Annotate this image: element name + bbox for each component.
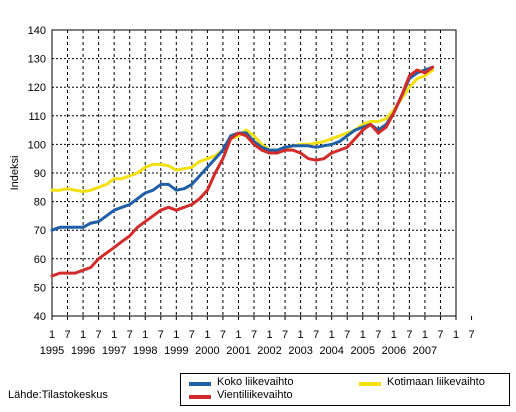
y-tick-label: 130 (28, 54, 46, 66)
x-tick-month-label: 1 (49, 329, 55, 341)
x-tick-year-label: 2006 (382, 345, 406, 357)
x-tick-month-label: 1 (173, 329, 179, 341)
x-tick-year-label: 1999 (164, 345, 188, 357)
y-tick-label: 70 (34, 225, 46, 237)
x-tick-year-label: 1996 (71, 345, 95, 357)
x-tick-month-label: 7 (189, 329, 195, 341)
x-tick-month-label: 1 (266, 329, 272, 341)
x-tick-month-label: 7 (437, 329, 443, 341)
x-tick-month-label: 7 (64, 329, 70, 341)
x-tick-month-label: 7 (375, 329, 381, 341)
y-tick-label: 90 (34, 168, 46, 180)
x-tick-year-label: 2000 (195, 345, 219, 357)
y-tick-label: 40 (34, 311, 46, 323)
legend-label-koko: Koko liikevaihto (217, 376, 294, 388)
x-tick-month-label: 7 (96, 329, 102, 341)
x-tick-month-label: 7 (468, 329, 474, 341)
y-axis-label: Indeksi (9, 156, 21, 191)
x-tick-year-label: 2007 (413, 345, 437, 357)
x-tick-month-label: 1 (298, 329, 304, 341)
x-tick-year-label: 2005 (351, 345, 375, 357)
x-tick-year-label: 1998 (133, 345, 157, 357)
legend-label-kotimaan: Kotimaan liikevaihto (387, 376, 485, 388)
x-tick-month-label: 7 (220, 329, 226, 341)
x-tick-year-label: 2003 (288, 345, 312, 357)
x-tick-month-label: 7 (158, 329, 164, 341)
x-tick-year-label: 2004 (319, 345, 343, 357)
x-tick-month-label: 7 (127, 329, 133, 341)
x-tick-month-label: 7 (313, 329, 319, 341)
x-tick-year-label: 2001 (226, 345, 250, 357)
x-tick-year-label: 2002 (257, 345, 281, 357)
x-tick-month-label: 1 (80, 329, 86, 341)
series-line-0 (50, 65, 435, 232)
series-lines (50, 65, 435, 278)
x-tick-month-label: 1 (142, 329, 148, 341)
x-tick-month-label: 1 (204, 329, 210, 341)
x-tick-month-label: 1 (453, 329, 459, 341)
y-tick-label: 100 (28, 139, 46, 151)
series-line-2 (50, 65, 435, 278)
legend-swatch-koko (189, 382, 211, 386)
x-tick-month-label: 7 (251, 329, 257, 341)
legend-swatch-kotimaan (359, 382, 381, 386)
x-tick-month-label: 7 (406, 329, 412, 341)
y-tick-label: 140 (28, 25, 46, 37)
x-tick-month-label: 7 (282, 329, 288, 341)
x-tick-month-label: 1 (391, 329, 397, 341)
y-tick-label: 120 (28, 82, 46, 94)
y-tick-label: 50 (34, 282, 46, 294)
source-note: Lähde:Tilastokeskus (8, 389, 108, 401)
x-tick-month-label: 7 (344, 329, 350, 341)
x-tick-month-label: 1 (235, 329, 241, 341)
y-axis-ticks: 40 50 60 70 80 90 100 110 120 130 140 (28, 25, 46, 323)
x-tick-month-label: 1 (111, 329, 117, 341)
y-tick-label: 110 (28, 111, 46, 123)
grid-lines (52, 30, 457, 316)
legend-label-vienti: Vientiliikevaihto (217, 389, 293, 401)
x-tick-year-label: 1995 (40, 345, 64, 357)
x-tick-month-label: 1 (360, 329, 366, 341)
x-tick-month-label: 1 (329, 329, 335, 341)
y-tick-label: 60 (34, 254, 46, 266)
legend: Koko liikevaihto Kotimaan liikevaihto Vi… (180, 373, 510, 406)
legend-swatch-vienti (189, 395, 211, 399)
x-tick-year-label: 1997 (102, 345, 126, 357)
x-tick-month-label: 1 (422, 329, 428, 341)
y-tick-label: 80 (34, 197, 46, 209)
